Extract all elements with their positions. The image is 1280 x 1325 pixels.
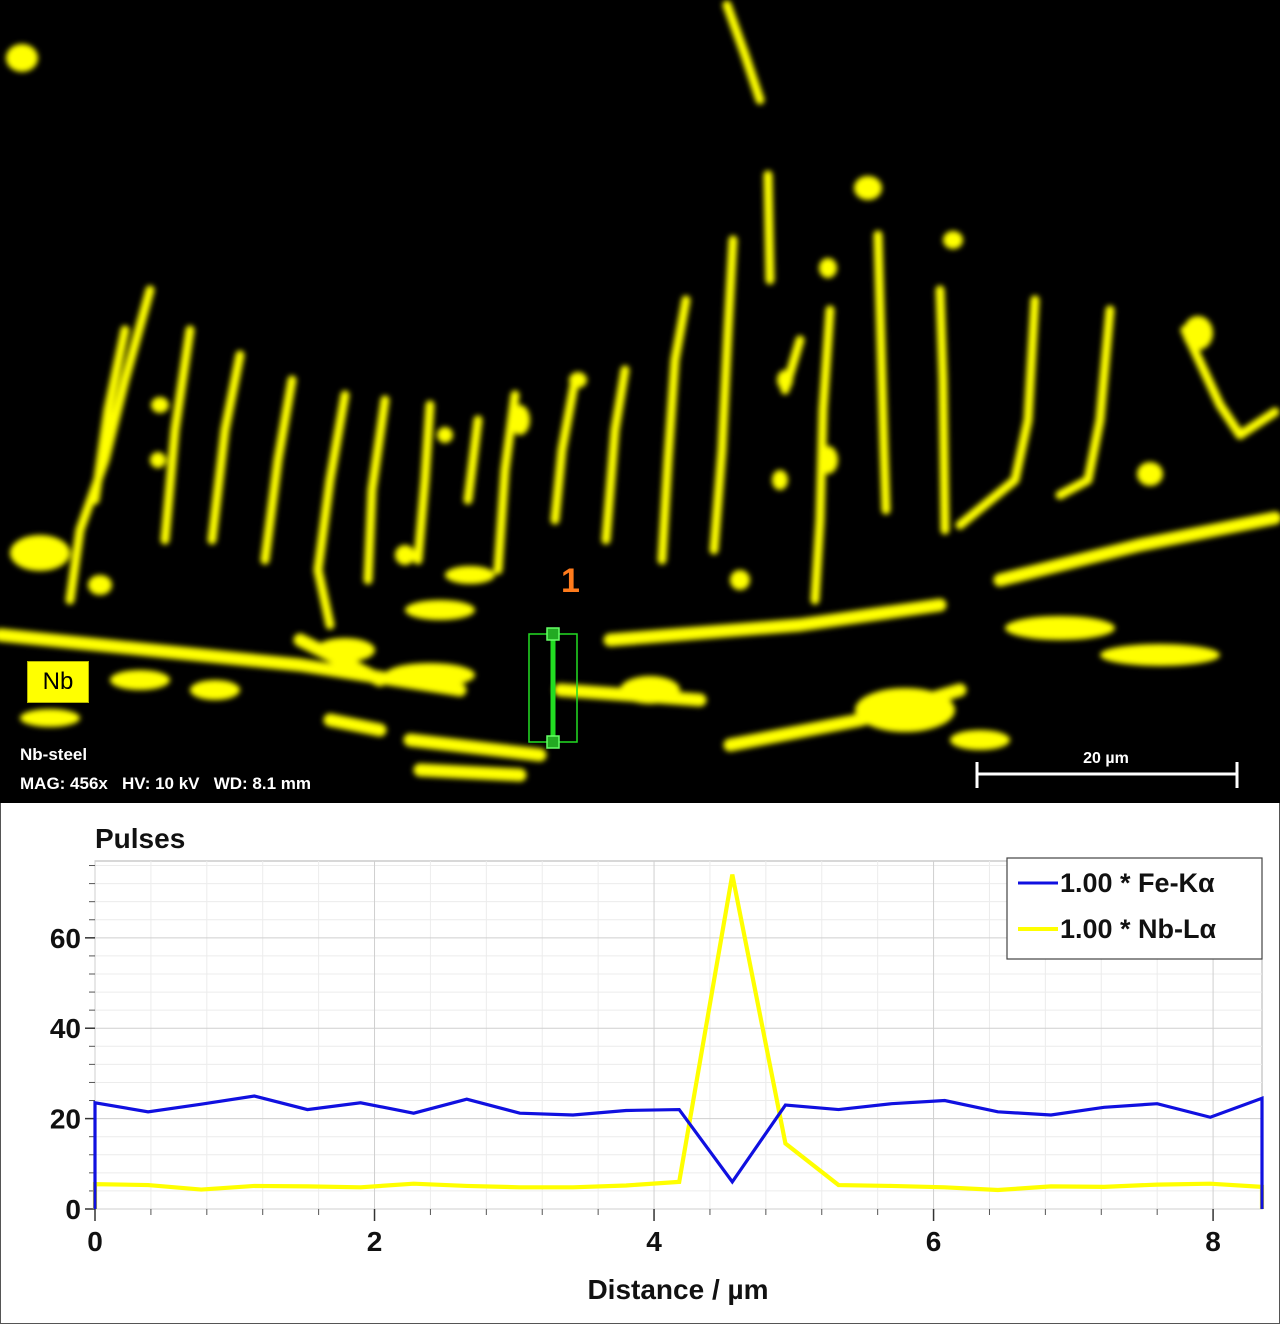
major-grid: [94, 861, 1262, 1210]
nb-streak: [722, 0, 765, 105]
nb-particle: [730, 570, 750, 590]
chart-title: Pulses: [95, 823, 185, 854]
y-tick-label: 20: [50, 1104, 81, 1135]
nb-particle: [620, 676, 680, 704]
line-scan-start-handle[interactable]: [546, 627, 560, 641]
nb-streak: [763, 170, 775, 285]
axes: 0 20 40 60 0 2 4 6 8: [50, 865, 1221, 1257]
nb-streak: [955, 295, 1040, 530]
nb-particle: [819, 258, 837, 278]
nb-particle: [510, 405, 530, 435]
nb-particle: [385, 663, 475, 687]
nb-streak: [65, 285, 155, 605]
legend-label-fe: 1.00 * Fe-Kα: [1060, 868, 1215, 898]
nb-particle: [395, 545, 415, 565]
nb-particle: [150, 452, 166, 468]
sample-name: Nb-steel: [20, 745, 88, 764]
nb-streak: [993, 511, 1280, 587]
element-label-badge: Nb: [27, 661, 89, 703]
x-tick-label: 8: [1205, 1226, 1221, 1257]
series-layer: [92, 874, 1265, 1209]
nb-streak: [160, 325, 195, 545]
nb-streak: [260, 375, 297, 565]
nb-streak: [657, 295, 691, 565]
nb-streak: [550, 375, 580, 525]
nb-streak: [403, 733, 547, 762]
legend: 1.00 * Fe-Kα 1.00 * Nb-Lα: [1006, 857, 1263, 960]
nb-particle: [569, 372, 587, 388]
nb-streak: [90, 325, 130, 505]
nb-streak: [413, 400, 435, 565]
series-line-fe: [93, 1094, 1264, 1209]
nb-streak: [603, 598, 947, 647]
nb-particle: [110, 670, 170, 690]
nb-streak: [873, 230, 891, 515]
nb-particle: [20, 709, 80, 727]
y-tick-label: 40: [50, 1013, 81, 1044]
nb-particle: [855, 688, 955, 732]
nb-particle: [445, 566, 495, 584]
nb-particle: [405, 600, 475, 620]
nb-particle: [772, 470, 788, 490]
nb-particle: [190, 680, 240, 700]
nb-particle: [1137, 462, 1163, 486]
nb-particle: [315, 638, 375, 662]
nb-streak: [1180, 325, 1280, 440]
nb-streak: [935, 285, 950, 535]
nb-streak: [313, 390, 350, 630]
x-tick-label: 0: [87, 1226, 103, 1257]
nb-particle: [943, 231, 963, 249]
nb-particle: [6, 44, 38, 72]
nb-particle: [437, 427, 453, 443]
y-tick-label: 0: [65, 1194, 81, 1225]
line-profile-chart: 0 20 40 60 0 2 4 6 8 Pulses Distance / µm 1.00 *…: [50, 823, 1265, 1305]
x-tick-label: 2: [367, 1226, 383, 1257]
nb-particle: [10, 535, 70, 571]
legend-box: [1006, 857, 1263, 960]
nb-streak: [207, 350, 245, 545]
nb-streak: [323, 713, 387, 737]
nb-particle: [950, 730, 1010, 750]
nb-particle: [88, 575, 112, 595]
nb-streak: [1055, 305, 1115, 500]
nb-signal-features: [0, 0, 1280, 782]
nb-particle: [818, 446, 838, 474]
element-map-panel: Nb Nb-steel MAG: 456x HV: 10 kV WD: 8.1 …: [0, 0, 1280, 803]
legend-label-nb: 1.00 * Nb-Lα: [1060, 914, 1217, 944]
nb-particle: [1100, 644, 1220, 666]
nb-particle: [1005, 616, 1115, 640]
nb-streak: [463, 415, 483, 505]
line-scan-marker-number: 1: [561, 562, 580, 600]
x-tick-label: 4: [646, 1226, 662, 1257]
nb-streak: [413, 763, 527, 782]
line-scan-end-handle[interactable]: [546, 735, 560, 749]
nb-particle: [1183, 316, 1213, 350]
y-tick-label: 60: [50, 923, 81, 954]
nb-particle: [151, 397, 169, 413]
nb-particle: [854, 176, 882, 200]
nb-particle: [777, 370, 793, 390]
nb-streak: [363, 395, 390, 585]
x-axis-label: Distance / µm: [587, 1274, 768, 1305]
nb-streak: [709, 235, 738, 555]
series-line-nb: [92, 874, 1265, 1209]
minor-grid: [95, 861, 1262, 1209]
nb-streak: [601, 365, 630, 545]
scale-bar-label: 20 µm: [1083, 750, 1129, 767]
acquisition-info: MAG: 456x HV: 10 kV WD: 8.1 mm: [20, 774, 311, 793]
x-tick-label: 6: [926, 1226, 942, 1257]
nb-element-map: [0, 0, 1280, 788]
